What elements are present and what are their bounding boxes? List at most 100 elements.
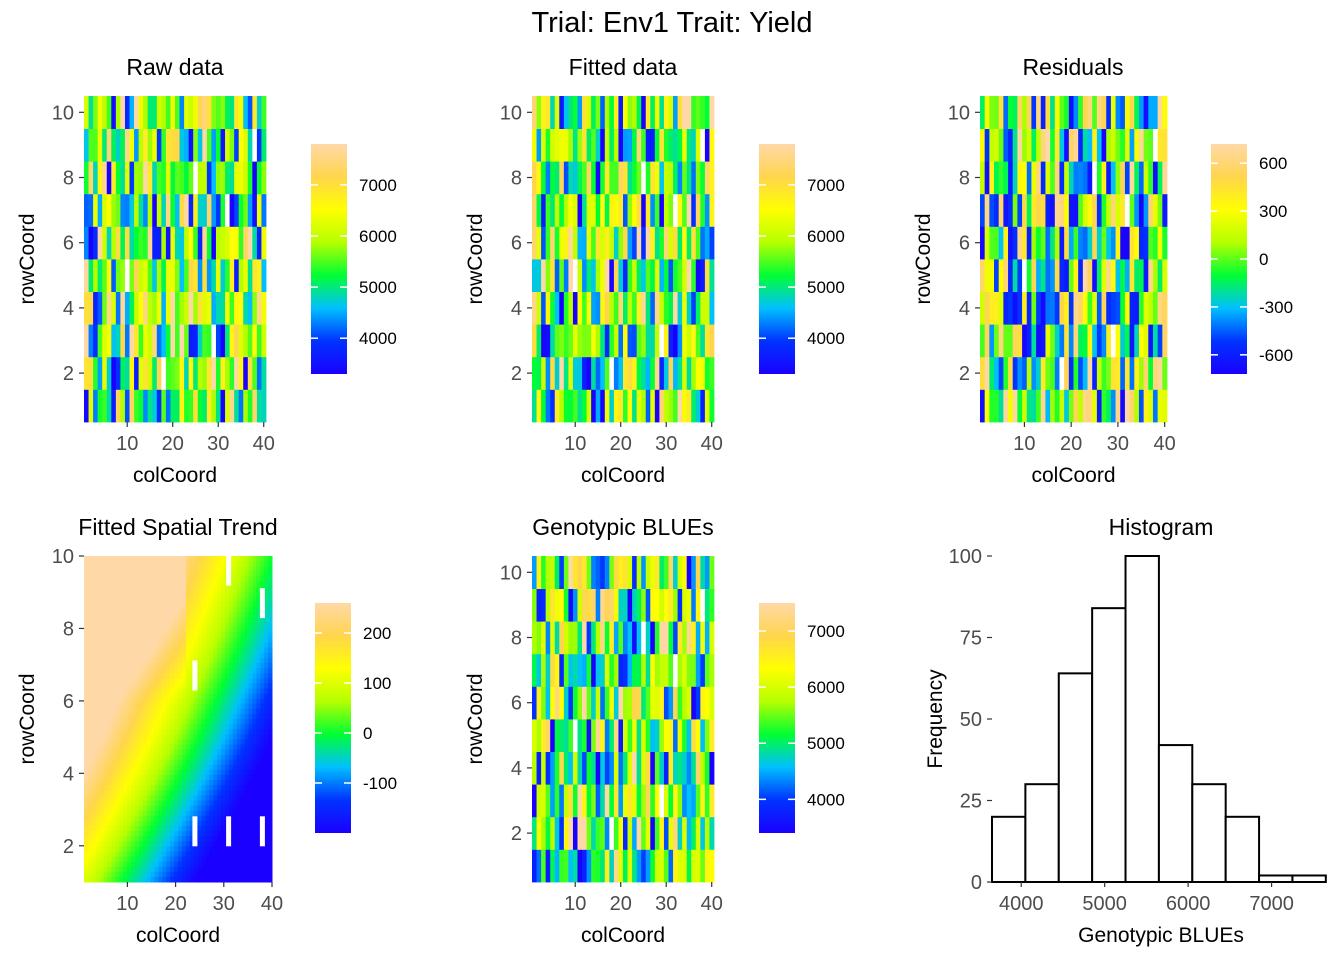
trend-cell	[213, 561, 218, 567]
trend-cell	[95, 576, 101, 582]
trend-cell	[221, 805, 226, 812]
trend-cell	[197, 581, 202, 588]
heatmap-cell	[609, 556, 615, 589]
trend-cell	[131, 617, 136, 623]
x-tick-label: 30	[207, 433, 229, 455]
trend-cell	[197, 876, 202, 883]
heatmap-cell	[668, 556, 674, 589]
trend-cell	[193, 739, 199, 745]
heatmap-cell	[691, 816, 697, 850]
trend-cell	[134, 729, 140, 735]
heatmap-cell	[627, 686, 633, 720]
trend-cell	[213, 775, 218, 781]
trend-cell	[268, 871, 273, 878]
heatmap-cell	[563, 389, 569, 423]
trend-cell	[213, 581, 218, 588]
trend-cell	[134, 652, 140, 659]
heatmap-cell	[156, 193, 162, 227]
trend-cell	[248, 871, 253, 878]
heatmap-cell	[654, 784, 660, 818]
heatmap-cell	[532, 356, 537, 390]
trend-cell	[99, 739, 105, 745]
heatmap-cell	[1036, 291, 1042, 325]
trend-cell	[146, 606, 152, 613]
trend-cell	[244, 601, 249, 608]
trend-cell	[146, 566, 152, 572]
trend-cell	[197, 825, 202, 832]
trend-cell	[154, 810, 159, 817]
heatmap-cell	[582, 389, 587, 423]
heatmap-cell	[668, 226, 674, 260]
heatmap-cell	[184, 193, 190, 227]
heatmap-cell	[170, 356, 176, 390]
trend-cell	[178, 831, 183, 837]
trend-cell	[107, 571, 112, 577]
trend-cell	[232, 724, 238, 730]
heatmap-cell	[554, 751, 560, 785]
trend-cell	[119, 769, 124, 776]
heatmap-cell	[709, 588, 715, 622]
trend-cell	[154, 627, 159, 633]
trend-cell	[99, 683, 105, 689]
trend-cell	[209, 876, 214, 883]
trend-cell	[213, 724, 218, 730]
trend-cell	[166, 790, 171, 796]
heatmap-cell	[709, 324, 715, 358]
trend-cell	[256, 673, 261, 679]
heatmap-cell	[659, 588, 665, 622]
heatmap-cell	[1073, 259, 1079, 292]
heatmap-cell	[686, 259, 692, 292]
trend-cell	[91, 586, 97, 593]
heatmap-cell	[677, 816, 683, 850]
trend-cell	[240, 805, 246, 812]
heatmap-cell	[152, 193, 158, 227]
heatmap-cell	[636, 653, 642, 687]
trend-cell	[256, 637, 261, 644]
heatmap-cell	[994, 226, 1000, 260]
heatmap-cell	[229, 291, 235, 325]
trend-cell	[95, 810, 101, 817]
heatmap-cell	[1152, 324, 1159, 358]
trend-cell	[209, 637, 214, 644]
trend-cell	[115, 668, 120, 674]
heatmap-cell	[650, 259, 656, 292]
trend-cell	[142, 795, 148, 801]
heatmap-cell	[645, 356, 651, 390]
trend-cell	[154, 693, 159, 700]
trend-cell	[154, 556, 159, 562]
trend-cell	[154, 622, 159, 628]
trend-cell	[146, 591, 152, 598]
heatmap-cell	[1003, 356, 1009, 390]
trend-cell	[115, 606, 120, 613]
trend-cell	[107, 637, 112, 644]
heatmap-cell	[1003, 193, 1009, 227]
trend-cell	[228, 825, 234, 832]
trend-cell	[146, 744, 152, 751]
trend-cell	[209, 739, 214, 745]
trend-cell	[131, 800, 136, 807]
trend-cell	[111, 769, 116, 776]
trend-cell	[178, 734, 183, 740]
heatmap-cell	[545, 816, 551, 850]
trend-cell	[91, 561, 97, 567]
trend-cell	[209, 805, 214, 812]
trend-cell	[213, 601, 218, 608]
heatmap-cell	[682, 356, 688, 390]
heatmap-cell	[695, 686, 701, 720]
heatmap-cell	[677, 324, 683, 358]
trend-cell	[142, 622, 148, 628]
heatmap-cell	[536, 96, 542, 129]
trend-cell	[193, 856, 199, 863]
heatmap-cell	[673, 849, 678, 883]
trend-cell	[162, 668, 167, 674]
trend-cell	[166, 739, 171, 745]
trend-cell	[99, 647, 105, 654]
trend-cell	[240, 739, 246, 745]
trend-cell	[228, 871, 234, 878]
trend-cell	[181, 683, 187, 689]
trend-cell	[84, 795, 89, 801]
heatmap-cell	[645, 653, 651, 687]
heatmap-cell	[120, 161, 126, 195]
trend-cell	[166, 647, 171, 654]
trend-cell	[111, 861, 116, 868]
